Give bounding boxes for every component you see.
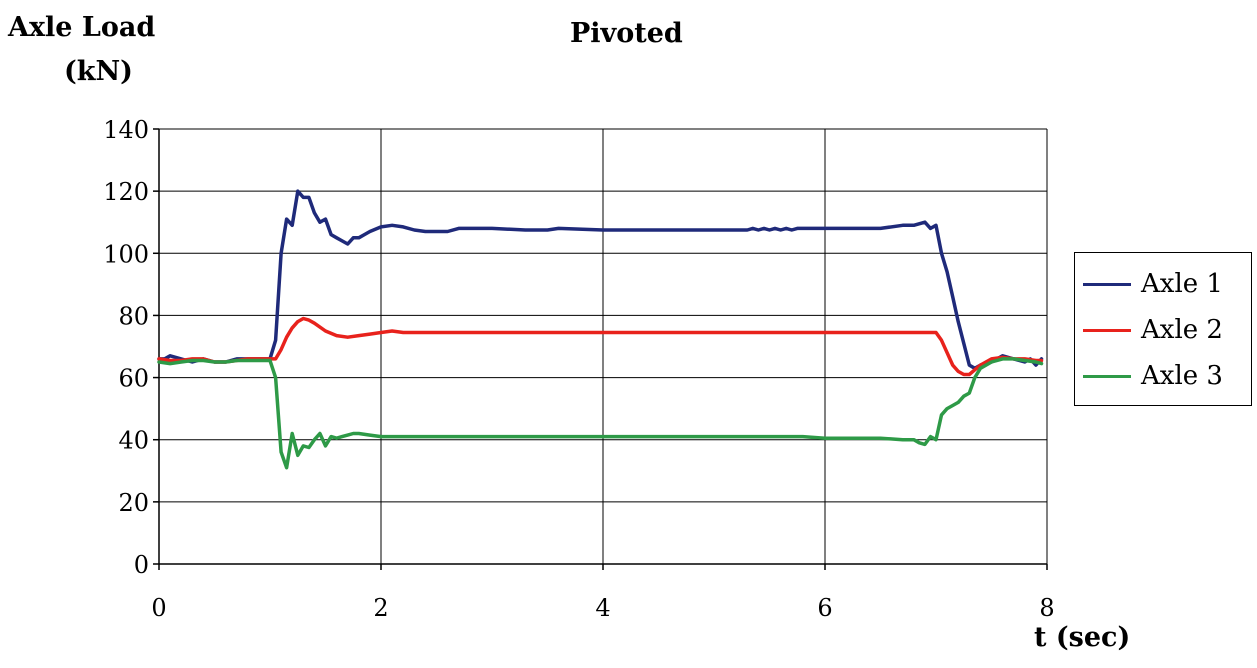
- legend: Axle 1 Axle 2 Axle 3: [1074, 252, 1252, 406]
- axes: [153, 128, 1048, 570]
- legend-label-axle-3: Axle 3: [1141, 361, 1223, 391]
- legend-item-axle-1: Axle 1: [1083, 269, 1223, 299]
- y-axis-label-line1: Axle Load: [8, 12, 156, 43]
- chart-title: Pivoted: [570, 18, 683, 49]
- x-axis-label: t (sec): [1034, 622, 1131, 653]
- x-tick-label: 8: [1039, 594, 1054, 622]
- y-axis-label-line2: (kN): [64, 56, 133, 87]
- series-line-axle-3: [157, 357, 1044, 470]
- x-tick-label: 0: [151, 594, 166, 622]
- legend-label-axle-2: Axle 2: [1141, 315, 1223, 345]
- tick-labels: 0 20 40 60 80 100 120 140 0 2 4 6 8: [103, 116, 1054, 622]
- series-lines: [157, 189, 1044, 470]
- legend-label-axle-1: Axle 1: [1141, 269, 1223, 299]
- legend-item-axle-3: Axle 3: [1083, 361, 1223, 391]
- y-tick-label: 120: [103, 178, 149, 206]
- y-tick-label: 40: [118, 427, 149, 455]
- y-tick-label: 100: [103, 240, 149, 268]
- legend-swatch-axle-1: [1083, 282, 1131, 286]
- x-tick-label: 2: [373, 594, 388, 622]
- y-tick-label: 60: [118, 365, 149, 393]
- grid: [159, 128, 1048, 564]
- y-tick-label: 20: [118, 489, 149, 517]
- y-tick-label: 80: [118, 302, 149, 330]
- series-line-axle-2: [157, 316, 1044, 377]
- legend-swatch-axle-3: [1083, 374, 1131, 378]
- x-tick-label: 6: [817, 594, 832, 622]
- series-line-axle-1: [157, 189, 1044, 371]
- legend-item-axle-2: Axle 2: [1083, 315, 1223, 345]
- x-tick-label: 4: [595, 594, 610, 622]
- legend-swatch-axle-2: [1083, 328, 1131, 332]
- y-tick-label: 140: [103, 116, 149, 144]
- y-tick-label: 0: [134, 551, 149, 579]
